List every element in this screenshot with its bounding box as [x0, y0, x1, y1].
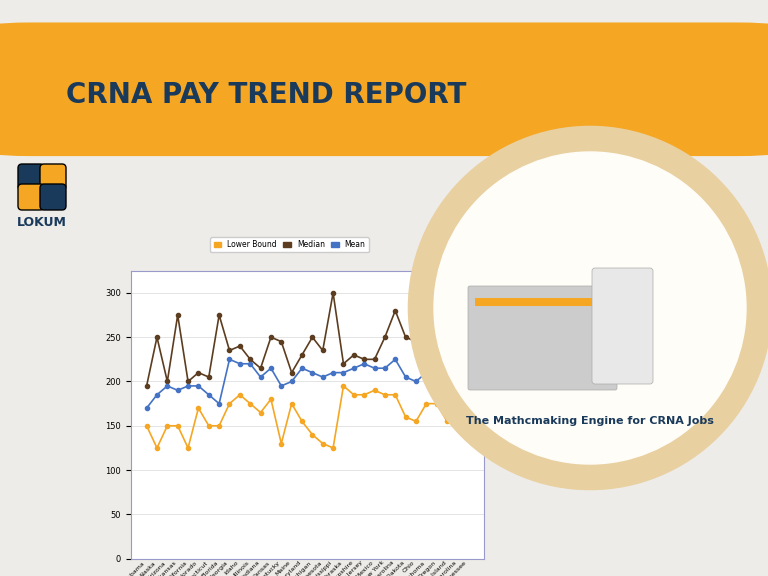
- Bar: [475, 298, 610, 306]
- FancyBboxPatch shape: [18, 164, 44, 190]
- FancyBboxPatch shape: [468, 286, 617, 390]
- FancyBboxPatch shape: [40, 184, 66, 210]
- Text: The Mathcmaking Engine for CRNA Jobs: The Mathcmaking Engine for CRNA Jobs: [466, 416, 714, 426]
- Circle shape: [434, 152, 746, 464]
- FancyBboxPatch shape: [592, 268, 653, 384]
- FancyBboxPatch shape: [0, 22, 768, 156]
- FancyBboxPatch shape: [18, 184, 44, 210]
- Circle shape: [412, 130, 768, 486]
- Legend: Lower Bound, Median, Mean: Lower Bound, Median, Mean: [210, 237, 369, 252]
- Text: LOKUM: LOKUM: [17, 215, 67, 229]
- FancyBboxPatch shape: [40, 164, 66, 190]
- Text: CRNA PAY TREND REPORT: CRNA PAY TREND REPORT: [66, 81, 466, 109]
